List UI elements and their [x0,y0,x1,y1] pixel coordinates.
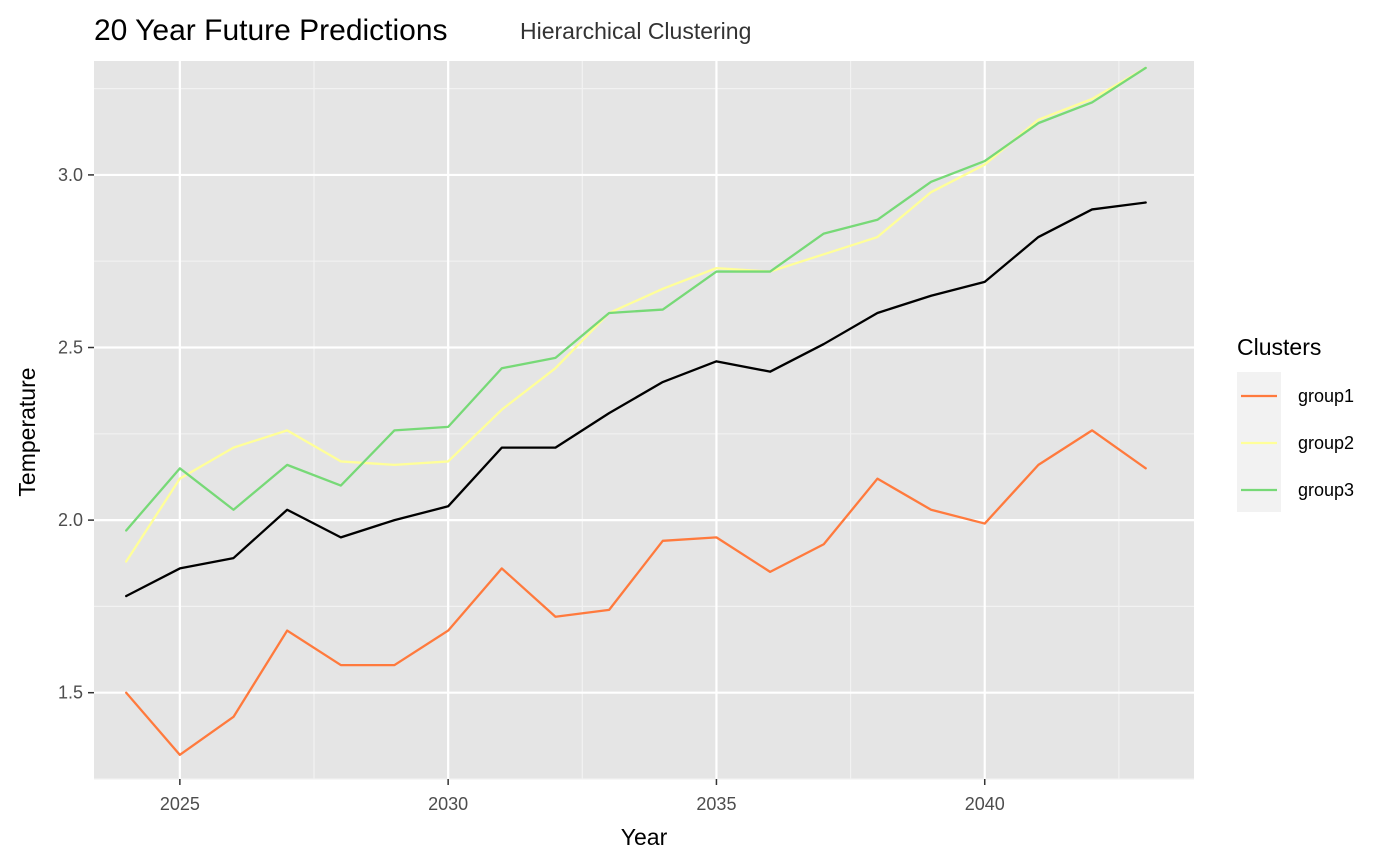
chart-subtitle: Hierarchical Clustering [520,18,751,44]
series-line-group1 [125,429,1147,756]
legend-label-group1: group1 [1298,386,1354,406]
x-tick-label: 2035 [696,794,736,814]
series-line-group2 [125,66,1147,563]
y-tick-label: 1.5 [58,683,83,703]
legend-label-group3: group3 [1298,480,1354,500]
y-axis-title: Temperature [14,367,40,496]
chart-title: 20 Year Future Predictions [94,14,448,47]
x-axis-title: Year [621,824,668,850]
y-tick-label: 3.0 [58,165,83,185]
x-tick-label: 2040 [965,794,1005,814]
grid-major [94,61,1194,779]
x-tick-label: 2025 [160,794,200,814]
legend-label-group2: group2 [1298,433,1354,453]
x-axis: 2025 2030 2035 2040 [160,779,1005,814]
series-line-unlabeled [125,201,1147,598]
y-tick-label: 2.0 [58,510,83,530]
plot-panel [94,61,1194,779]
y-axis: 1.5 2.0 2.5 3.0 [58,165,94,703]
legend-title: Clusters [1237,334,1321,360]
series-line-group3 [125,66,1147,532]
x-tick-label: 2030 [428,794,468,814]
series-layer [125,66,1147,756]
legend: Clusters group1 group2 group3 [1237,334,1354,512]
legend-items: group1 group2 group3 [1237,372,1354,512]
y-tick-label: 2.5 [58,338,83,358]
